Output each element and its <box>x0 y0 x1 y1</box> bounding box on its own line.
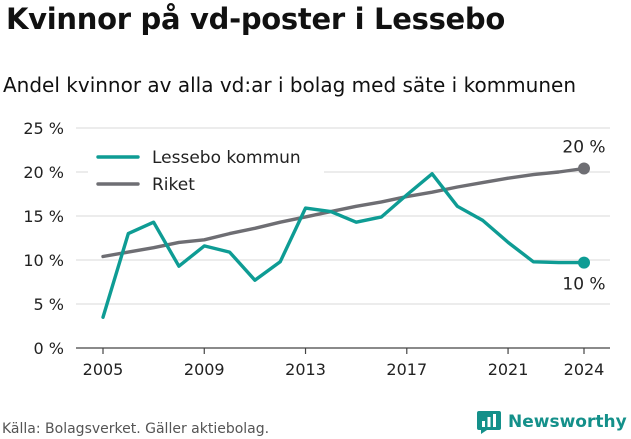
x-tick-label: 2009 <box>184 360 225 379</box>
end-value-label: 20 % <box>562 137 605 157</box>
y-tick-label: 25 % <box>23 119 64 138</box>
newsworthy-logo-icon <box>477 411 501 434</box>
x-tick-label: 2017 <box>386 360 427 379</box>
end-value-label: 10 % <box>562 275 605 295</box>
source-note: Källa: Bolagsverket. Gäller aktiebolag. <box>2 421 270 437</box>
y-tick-label: 5 % <box>34 295 64 314</box>
x-tick-label: 2005 <box>83 360 124 379</box>
lessebo-series-line <box>101 172 586 319</box>
y-tick-label: 0 % <box>34 339 64 358</box>
y-tick-label: 20 % <box>23 163 64 182</box>
legend-label-lessebo: Lessebo kommun <box>152 148 301 168</box>
brand-name: Newsworthy <box>508 412 627 432</box>
series-end-point <box>578 256 590 269</box>
legend-label-riket: Riket <box>152 175 195 195</box>
legend-background <box>88 140 324 202</box>
brand-logo[interactable]: Newsworthy <box>476 409 627 435</box>
y-tick-label: 15 % <box>23 207 64 226</box>
x-tick-label: 2021 <box>488 360 529 379</box>
page-title: Kvinnor på vd-poster i Lessebo <box>6 2 505 36</box>
riket-series-line <box>101 166 586 259</box>
x-tick-label: 2013 <box>285 360 326 379</box>
y-tick-label: 10 % <box>23 251 64 270</box>
x-tick-label: 2024 <box>564 360 605 379</box>
page-subtitle: Andel kvinnor av alla vd:ar i bolag med … <box>3 73 576 97</box>
series-end-point <box>578 162 590 175</box>
